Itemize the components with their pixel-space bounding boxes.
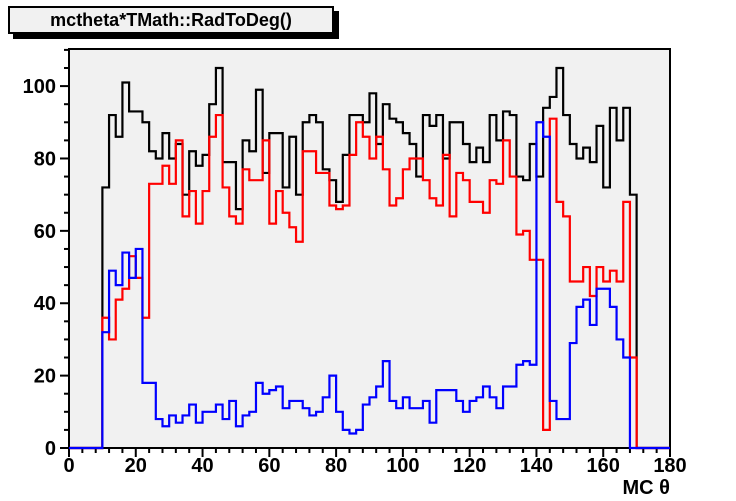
y-tick-label: 20: [34, 366, 56, 388]
x-tick-label: 20: [125, 455, 147, 477]
y-tick-label: 40: [34, 293, 56, 315]
x-tick-label: 160: [587, 455, 620, 477]
x-tick-label: 100: [386, 455, 419, 477]
red-histogram: [69, 113, 670, 450]
x-tick-label: 180: [653, 455, 686, 477]
histogram-title-box: mctheta*TMath::RadToDeg(): [8, 6, 334, 34]
x-tick-label: 60: [258, 455, 280, 477]
x-tick-label: 140: [520, 455, 553, 477]
blue-histogram: [69, 121, 670, 450]
x-tick-label: 80: [325, 455, 347, 477]
x-axis-title: MC θ: [622, 477, 670, 499]
y-tick-label: 60: [34, 221, 56, 243]
black-total-histogram: [69, 66, 670, 450]
y-tick-label: 100: [23, 76, 56, 98]
histogram-title-text: mctheta*TMath::RadToDeg(): [50, 9, 292, 30]
x-tick-label: 40: [191, 455, 213, 477]
y-tick-label: 80: [34, 148, 56, 170]
x-tick-label: 0: [63, 455, 74, 477]
y-tick-label: 0: [45, 438, 56, 460]
x-tick-label: 120: [453, 455, 486, 477]
